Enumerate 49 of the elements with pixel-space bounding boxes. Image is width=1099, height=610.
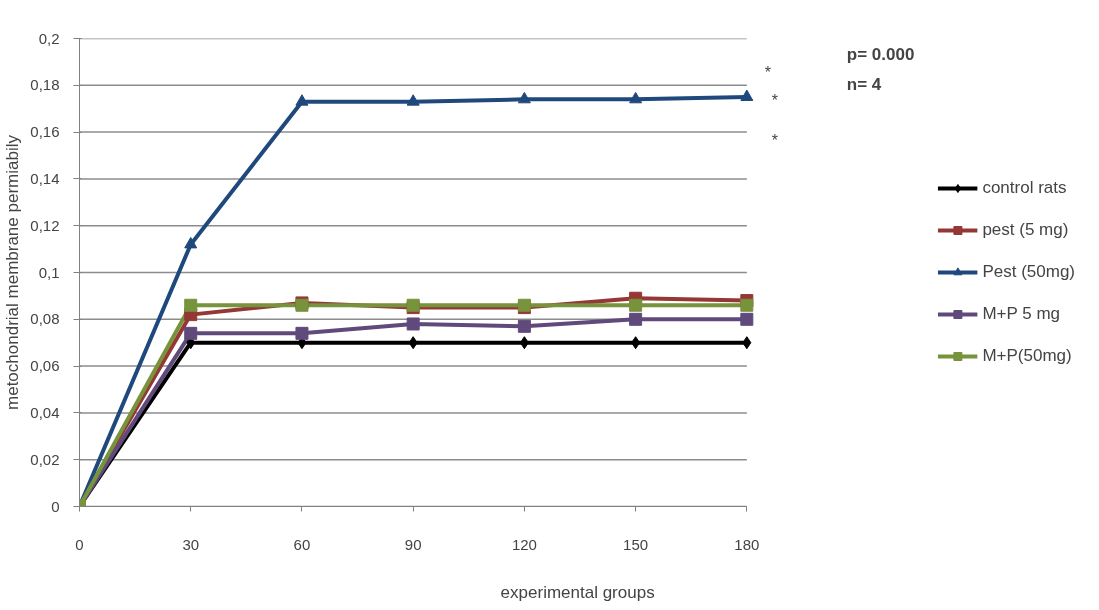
y-axis-title: metochondrial membrane permiabily <box>3 134 23 410</box>
legend-label: M+P 5 mg <box>982 304 1061 324</box>
x-tick-label: 120 <box>511 535 537 553</box>
point <box>406 94 420 106</box>
y-tick-label: 0,2 <box>38 29 60 47</box>
point <box>517 91 531 104</box>
x-tick-label: 30 <box>182 535 200 553</box>
point <box>295 94 309 106</box>
point <box>629 91 643 104</box>
y-tick-label: 0,16 <box>30 123 60 141</box>
point <box>629 298 643 312</box>
point <box>184 298 198 312</box>
y-tick-label: 0,1 <box>38 263 60 281</box>
point <box>631 336 641 350</box>
point <box>184 236 198 249</box>
point <box>408 336 418 350</box>
y-tick-label: 0,04 <box>30 403 60 421</box>
y-tick-label: 0,12 <box>30 216 60 234</box>
point <box>406 317 420 331</box>
x-axis-title: experimental groups <box>500 582 655 602</box>
x-tick-label: 150 <box>623 535 649 553</box>
y-tick-label: 0,06 <box>30 357 60 375</box>
point <box>295 326 309 340</box>
x-tick-label: 60 <box>293 535 311 553</box>
y-tick-label: 0,18 <box>30 76 60 94</box>
point <box>740 312 754 326</box>
x-tick-label: 90 <box>404 535 422 553</box>
point <box>740 89 754 101</box>
text: n= 4 <box>846 75 882 94</box>
x-tick-label: 180 <box>734 535 760 553</box>
y-tick-label: 0,08 <box>30 310 60 328</box>
text: * <box>764 64 772 81</box>
y-tick-label: 0,02 <box>30 450 60 468</box>
legend-label: control rats <box>982 178 1067 198</box>
point <box>742 336 752 350</box>
point <box>184 326 198 340</box>
point <box>519 336 529 350</box>
y-tick-label: 0,14 <box>30 169 60 187</box>
point <box>740 298 754 312</box>
point <box>517 319 531 333</box>
legend-label: pest (5 mg) <box>982 220 1069 240</box>
text: * <box>771 92 779 109</box>
x-tick-label: 0 <box>75 535 84 553</box>
y-tick-label: 0 <box>51 497 60 515</box>
legend-label: M+P(50mg) <box>982 346 1072 366</box>
text: * <box>771 132 779 149</box>
point <box>629 312 643 326</box>
legend-label: Pest (50mg) <box>982 262 1075 282</box>
text: p= 0.000 <box>846 45 915 64</box>
